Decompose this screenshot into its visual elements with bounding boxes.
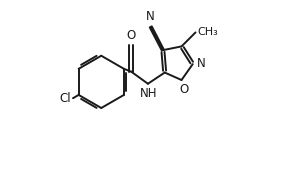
Text: O: O: [126, 29, 136, 42]
Text: O: O: [180, 83, 189, 96]
Text: Cl: Cl: [59, 92, 71, 105]
Text: N: N: [146, 10, 154, 23]
Text: CH₃: CH₃: [198, 27, 218, 37]
Text: N: N: [196, 57, 205, 70]
Text: NH: NH: [140, 87, 158, 100]
